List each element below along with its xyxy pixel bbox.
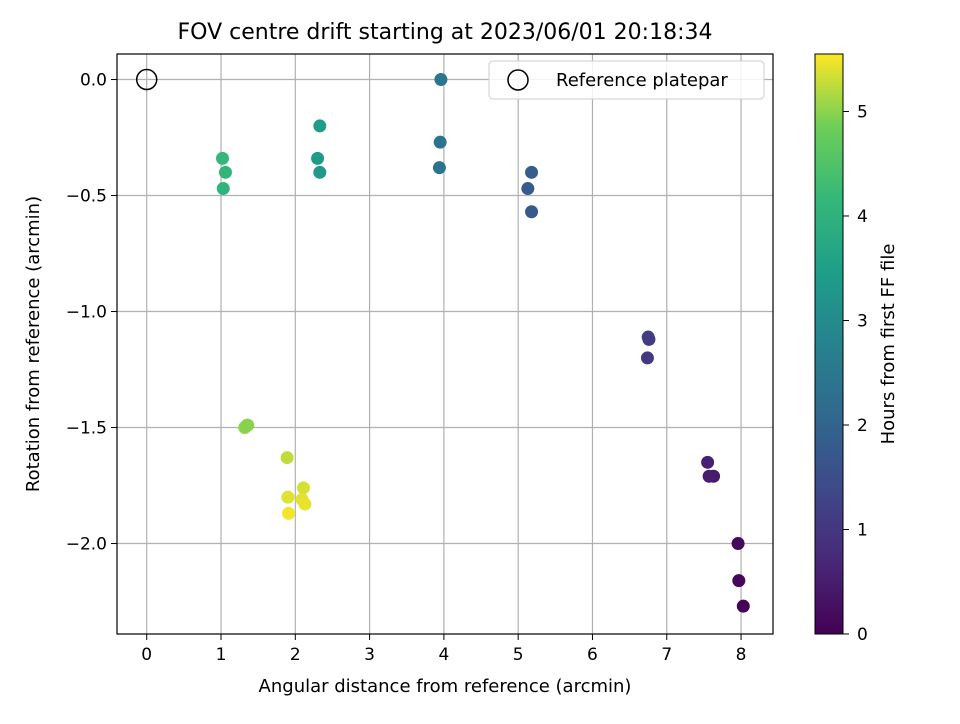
y-axis-label: Rotation from reference (arcmin) — [23, 196, 44, 492]
data-point — [702, 469, 716, 483]
y-tick-label: −0.5 — [66, 187, 107, 207]
colorbar-label: Hours from first FF file — [878, 244, 899, 445]
colorbar-gradient — [814, 53, 844, 635]
data-point — [282, 506, 296, 520]
data-point — [215, 151, 229, 165]
data-point — [736, 599, 750, 613]
x-tick-label: 0 — [141, 645, 152, 665]
x-axis-ticks: 0 1 2 3 4 5 6 7 8 — [141, 634, 746, 665]
data-point — [241, 418, 255, 432]
legend-reference-marker — [507, 69, 529, 91]
reference-platepar-marker — [135, 68, 158, 91]
data-point — [281, 490, 295, 504]
colorbar-tick-label: 2 — [857, 416, 868, 436]
x-tick-label: 1 — [216, 645, 227, 665]
data-point — [640, 351, 654, 365]
chart-title: FOV centre drift starting at 2023/06/01 … — [178, 20, 713, 45]
colorbar-tick-label: 3 — [857, 311, 868, 331]
colorbar: 0 1 2 3 4 5 Hours from first FF file — [814, 53, 899, 645]
data-point — [298, 497, 312, 511]
x-tick-label: 4 — [438, 645, 449, 665]
y-tick-label: −1.5 — [66, 419, 107, 439]
data-point — [313, 165, 327, 179]
data-point — [311, 151, 325, 165]
plot-area-frame — [116, 53, 774, 635]
colorbar-tick-label: 5 — [857, 102, 868, 122]
data-points — [135, 68, 750, 613]
data-point — [641, 330, 655, 344]
colorbar-tick-label: 1 — [857, 520, 868, 540]
data-point — [313, 119, 327, 133]
x-tick-label: 5 — [513, 645, 524, 665]
data-point — [216, 182, 230, 196]
data-point — [701, 455, 715, 469]
x-tick-label: 3 — [364, 645, 375, 665]
colorbar-tick-label: 0 — [857, 625, 868, 645]
grid-lines — [117, 54, 773, 634]
legend-box — [488, 60, 765, 100]
data-point — [218, 165, 232, 179]
data-point — [525, 205, 539, 219]
data-point — [433, 135, 447, 149]
data-point — [432, 161, 446, 175]
colorbar-ticks: 0 1 2 3 4 5 — [843, 102, 868, 645]
data-point — [525, 165, 539, 179]
data-point — [434, 73, 448, 87]
x-tick-label: 6 — [587, 645, 598, 665]
colorbar-tick-label: 4 — [857, 207, 868, 227]
y-tick-label: −1.0 — [66, 303, 107, 323]
legend: Reference platepar — [488, 60, 765, 100]
x-tick-label: 7 — [661, 645, 672, 665]
data-point — [280, 451, 294, 465]
y-tick-label: 0.0 — [80, 71, 107, 91]
legend-entry-reference: Reference platepar — [556, 70, 728, 91]
data-point — [731, 537, 745, 551]
data-point — [732, 574, 746, 588]
y-axis-ticks: 0.0 −0.5 −1.0 −1.5 −2.0 — [66, 71, 117, 555]
data-point — [521, 182, 535, 196]
y-tick-label: −2.0 — [66, 535, 107, 555]
x-tick-label: 2 — [290, 645, 301, 665]
data-point — [296, 481, 310, 495]
x-axis-label: Angular distance from reference (arcmin) — [259, 676, 632, 697]
x-tick-label: 8 — [736, 645, 747, 665]
